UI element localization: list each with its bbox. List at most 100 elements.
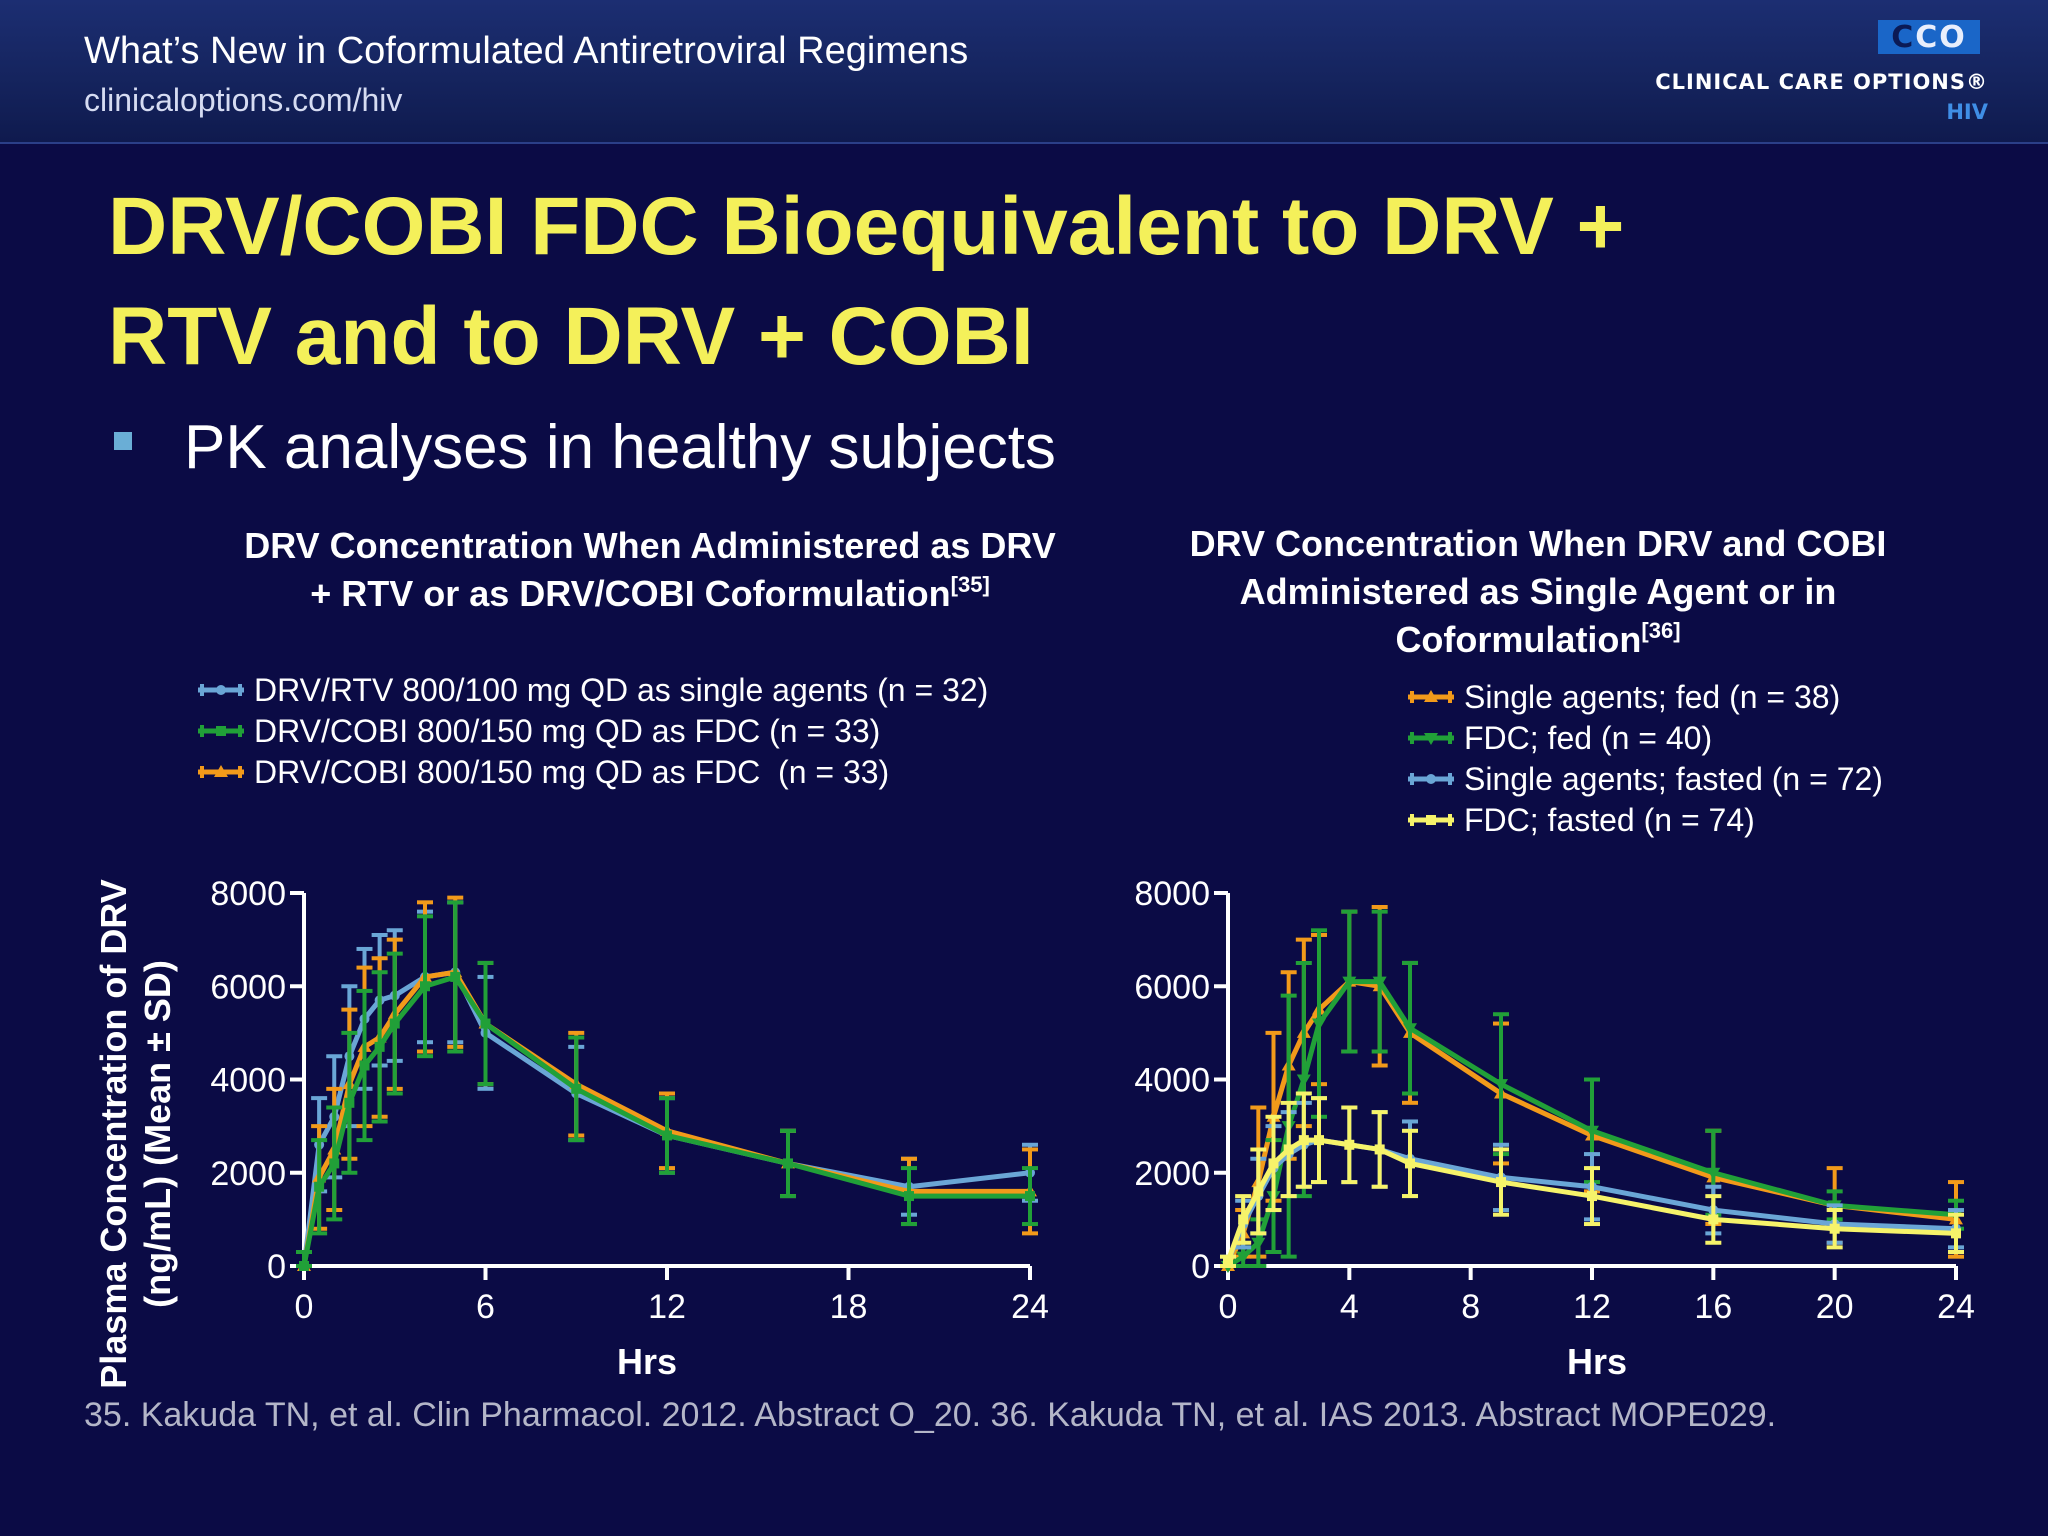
legend-swatch-icon [198,725,244,737]
course-title: What’s New in Coformulated Antiretrovira… [84,30,969,72]
chart2-plot: 0 2000 4000 6000 8000 0 4 8 12 16 20 24 Hrs [1134,875,1975,1382]
logo-name: CLINICAL CARE OPTIONS® [1655,70,1988,94]
data-point [1706,1167,1721,1180]
site-url[interactable]: clinicaloptions.com/hiv [84,82,403,118]
legend-marker [1426,815,1436,825]
data-point [314,1181,325,1192]
data-point [1312,1018,1326,1031]
chart2-y-tick-label: 2000 [1134,1155,1210,1193]
data-point [374,1041,385,1052]
legend-swatch-icon [198,765,244,778]
data-point [571,1083,582,1094]
legend-label: DRV/COBI 800/150 mg QD as FDC (n = 33) [254,713,881,749]
chart2-x-tick-label: 8 [1461,1288,1480,1326]
data-point [1223,1256,1233,1267]
legend-label: Single agents; fed (n = 38) [1464,679,1841,715]
logo-sub: HIV [1946,100,1988,124]
legend-label: DRV/RTV 800/100 mg QD as single agents (… [254,672,989,708]
legend-item: Single agents; fed (n = 38) [1406,677,1883,718]
logo-mark-c: C [1891,19,1916,55]
legend-swatch-icon [1408,773,1454,785]
chart2-x-tick-label: 0 [1219,1288,1238,1326]
chart1-y-tick-label: 0 [267,1248,286,1286]
chart1-y-tick-label: 2000 [210,1155,286,1193]
data-point [420,981,430,992]
chart2-y-tick-label: 8000 [1134,875,1210,913]
chart2-legend: Single agents; fed (n = 38) FDC; fed (n =… [1406,677,1883,841]
chart1-title-line1: DRV Concentration When Administered as D… [244,525,1056,566]
legend-marker [216,685,226,695]
slide-title-line2: RTV and to DRV + COBI [108,291,1034,382]
data-point [1314,1135,1324,1146]
cco-logo-icon: C CO [1878,19,1980,55]
data-point [1403,1023,1417,1036]
legend-marker [216,726,226,736]
data-point [1342,976,1357,989]
chart1-x-tick-label: 12 [648,1288,686,1326]
chart2-x-tick-label: 12 [1573,1288,1611,1326]
legend-swatch-icon [1408,690,1454,703]
chart1-x-tick-label: 0 [295,1288,314,1326]
data-point [1951,1228,1961,1239]
chart2-title-line3: Coformulation [1395,619,1642,660]
legend-item: DRV/RTV 800/100 mg QD as single agents (… [196,670,988,711]
legend-label: Single agents; fasted (n = 72) [1464,761,1883,797]
chart1-title-line2: + RTV or as DRV/COBI Coformulation [310,573,951,614]
chart1-y-tick-label: 8000 [210,875,286,913]
chart1-series-orange [296,895,1038,1271]
chart1-x-axis-label: Hrs [617,1341,677,1382]
data-point [1344,1139,1355,1150]
chart1-y-tick-label: 6000 [210,968,286,1006]
footnote: 35. Kakuda TN, et al. Clin Pharmacol. 20… [84,1396,1777,1434]
data-point [389,1018,400,1029]
data-point [344,1097,355,1108]
chart2-title-line2: Administered as Single Agent or in [1239,571,1837,612]
chart2-y-tick-label: 4000 [1134,1062,1210,1100]
chart1-plot: 0 2000 4000 6000 8000 0 6 12 18 24 Hrs [210,875,1049,1382]
legend-marker [214,765,228,777]
data-point [1298,1135,1309,1146]
data-point [662,1130,672,1141]
chart2-x-tick-label: 4 [1340,1288,1359,1326]
data-point [1025,1191,1035,1202]
chart1-y-tick-label: 4000 [210,1062,286,1100]
chart1-x-tick-label: 6 [476,1288,495,1326]
chart1-legend: DRV/RTV 800/100 mg QD as single agents (… [196,670,988,793]
chart2-series-yellow [1220,1091,1964,1268]
chart2-title-line1: DRV Concentration When DRV and COBI [1189,523,1887,564]
chart2-y-tick-label: 6000 [1134,968,1210,1006]
chart1-series-blue [296,900,1038,1271]
legend-item: FDC; fasted (n = 74) [1406,800,1883,841]
data-point [1585,1125,1599,1138]
data-point [904,1191,914,1202]
data-point [1236,1251,1251,1264]
legend-label: FDC; fed (n = 40) [1464,720,1713,756]
data-point [1496,1177,1506,1188]
chart1-x-tick-label: 18 [830,1288,868,1326]
chart2-x-tick-label: 20 [1816,1288,1854,1326]
data-point [1238,1214,1249,1225]
data-point [1587,1191,1597,1202]
data-point [329,1158,340,1169]
chart1-x-tick-label: 24 [1011,1288,1049,1326]
data-point [1268,1158,1279,1169]
legend-swatch-icon [198,684,244,696]
chart2-x-tick-label: 16 [1694,1288,1732,1326]
bullet-text: PK analyses in healthy subjects [184,413,1056,482]
legend-label: DRV/COBI 800/150 mg QD as FDC (n = 33) [254,754,890,790]
data-point [1251,1237,1266,1250]
chart1-title: DRV Concentration When Administered as D… [120,522,1180,618]
legend-marker [1424,690,1438,702]
data-point [1374,1144,1385,1155]
slide-title-line1: DRV/COBI FDC Bioequivalent to DRV + [108,181,1625,272]
data-point [1708,1214,1719,1225]
slide-title: DRV/COBI FDC Bioequivalent to DRV + RTV … [108,172,1968,392]
logo-mark-co: CO [1915,19,1967,55]
legend-swatch-icon [1408,732,1454,745]
chart2-x-tick-label: 24 [1937,1288,1975,1326]
legend-label: FDC; fasted (n = 74) [1464,802,1755,838]
data-point [299,1261,309,1271]
data-point [1372,976,1387,989]
data-point [1494,1079,1508,1092]
